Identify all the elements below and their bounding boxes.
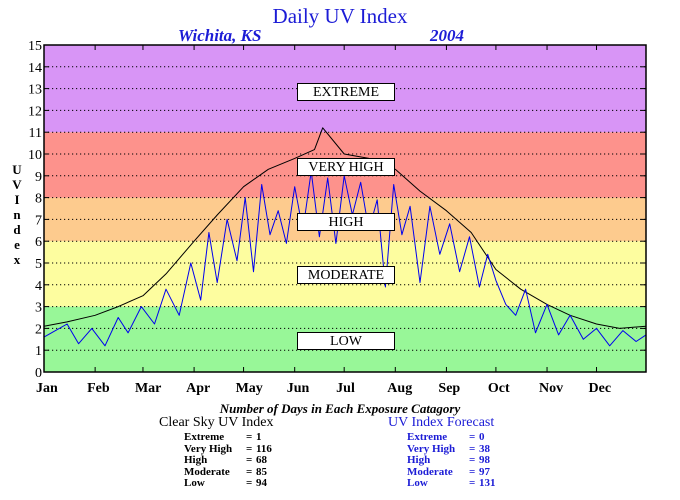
year-label: 2004 (430, 26, 464, 45)
y-tick-label: 3 (35, 301, 42, 316)
stat-label: Low (184, 477, 205, 489)
location-label: Wichita, KS (178, 26, 262, 45)
y-tick-label: 10 (28, 148, 42, 163)
stat-label: Low (407, 477, 428, 489)
y-tick-label: 6 (35, 235, 42, 250)
x-tick-label: Dec (589, 381, 612, 396)
y-axis-letter: d (13, 222, 21, 237)
stat-row: Extreme = 0 (407, 431, 485, 443)
x-axis-ticks: Jan Feb Mar Apr May Jun Jul Aug Sep Oct Nov Dec (36, 45, 611, 396)
y-tick-label: 8 (35, 192, 42, 207)
clear-sky-line (43, 127, 647, 329)
y-axis-letter: U (12, 162, 22, 177)
clear-sky-title: Clear Sky UV Index (159, 415, 274, 430)
clear-sky-stats: Clear Sky UV Index Extreme = 1 Very High = 1… (159, 415, 273, 490)
stat-label: Moderate (184, 465, 230, 478)
y-tick-label: 5 (35, 257, 42, 272)
stat-value: 85 (256, 465, 267, 478)
stat-row: High = 68 (184, 454, 267, 466)
x-tick-label: Feb (87, 381, 110, 396)
stat-row: Very High = 38 (407, 442, 490, 455)
stat-row: Extreme = 1 (184, 431, 262, 443)
stat-row: Moderate = 97 (407, 465, 490, 478)
stat-label: High (407, 454, 431, 466)
y-tick-label: 13 (28, 83, 42, 98)
x-tick-label: Oct (488, 381, 510, 396)
stat-row: Low = 131 (407, 477, 496, 489)
zone-label-very-high: VERY HIGH (297, 158, 395, 176)
stats-heading: Number of Days in Each Exposure Catagory (219, 401, 461, 416)
y-tick-label: 4 (35, 279, 42, 294)
y-axis-letter: e (14, 237, 20, 252)
zone-label-moderate: MODERATE (297, 266, 395, 284)
chart-title: Daily UV Index (272, 4, 408, 28)
x-tick-label: Apr (186, 381, 210, 396)
stat-row: Very High = 116 (184, 442, 272, 455)
x-tick-label: May (236, 381, 263, 396)
stat-value: 98 (479, 454, 490, 466)
stat-label: Extreme (407, 431, 448, 443)
y-axis-label: U V I n d e x (11, 162, 23, 267)
forecast-stats: UV Index Forecast Extreme = 0 Very High = 38… (388, 415, 496, 490)
x-tick-label: Mar (135, 381, 161, 396)
plot-frame (43, 44, 647, 373)
stat-row: Moderate = 85 (184, 465, 267, 478)
y-tick-label: 2 (35, 322, 42, 337)
stat-value: 131 (479, 477, 496, 489)
x-tick-label: Aug (387, 381, 412, 396)
stat-value: 68 (256, 454, 267, 466)
y-tick-label: 11 (29, 126, 42, 141)
forecast-title: UV Index Forecast (388, 415, 495, 430)
x-tick-label: Jul (336, 381, 355, 396)
y-axis-letter: n (13, 207, 21, 222)
x-tick-label: Sep (438, 381, 460, 396)
stat-value: 0 (479, 431, 485, 443)
x-tick-label: Jan (36, 381, 58, 396)
y-tick-label: 9 (35, 170, 42, 185)
stat-row: Low = 94 (184, 477, 267, 489)
y-tick-label: 12 (28, 104, 42, 119)
stat-value: 38 (479, 442, 490, 455)
stat-label: Extreme (184, 431, 225, 443)
stat-value: 97 (479, 465, 490, 478)
stat-value: 116 (256, 442, 272, 455)
zone-label-extreme: EXTREME (297, 83, 395, 101)
x-tick-label: Jun (287, 381, 310, 396)
y-axis-letter: V (12, 177, 22, 192)
y-tick-label: 1 (35, 344, 42, 359)
zone-label-high: HIGH (297, 213, 395, 231)
x-tick-label: Nov (539, 381, 563, 396)
y-tick-label: 15 (28, 39, 42, 54)
y-tick-label: 14 (28, 61, 42, 76)
stat-value: 1 (256, 431, 262, 443)
stat-label: Very High (184, 442, 233, 455)
y-tick-label: 7 (35, 213, 42, 228)
stat-label: High (184, 454, 208, 466)
stat-label: Moderate (407, 465, 453, 478)
y-axis-letter: I (14, 192, 20, 207)
stat-row: High = 98 (407, 454, 490, 466)
y-axis-letter: x (13, 252, 21, 267)
y-tick-label: 0 (35, 366, 42, 381)
zone-label-low: LOW (297, 332, 395, 350)
stat-label: Very High (407, 442, 456, 455)
stat-value: 94 (256, 477, 267, 489)
